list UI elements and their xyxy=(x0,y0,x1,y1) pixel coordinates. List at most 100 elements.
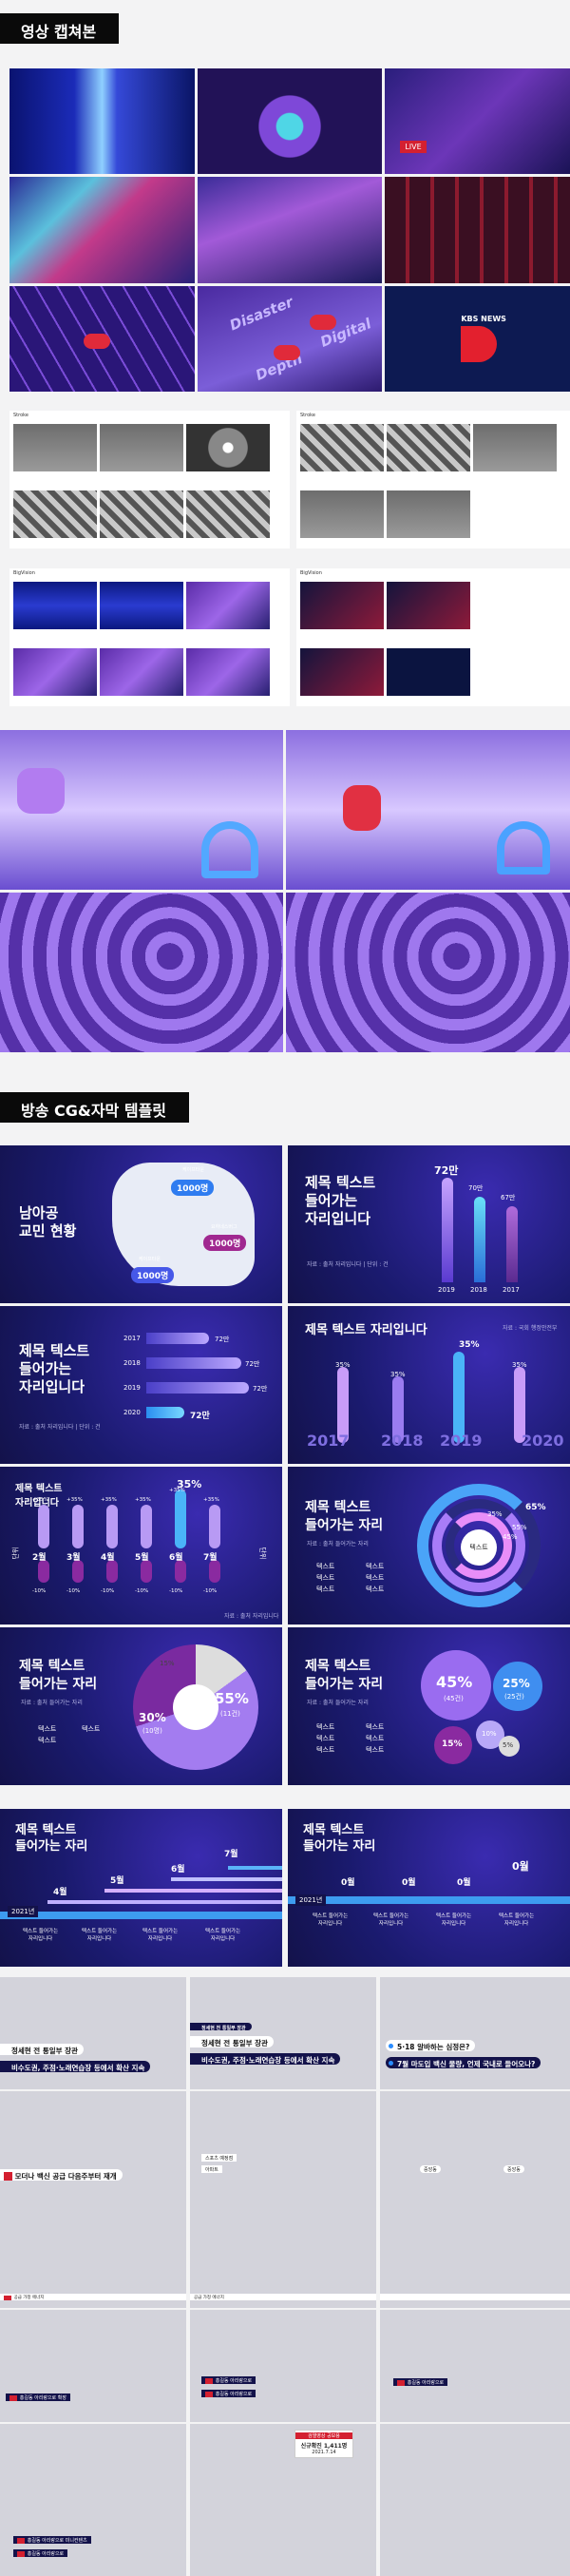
timeline-month: 7월 xyxy=(224,1850,238,1859)
storyboard-frame xyxy=(300,490,384,538)
bar xyxy=(442,1178,453,1282)
radial-pct: 65% xyxy=(525,1503,546,1512)
storyboard-frame xyxy=(100,648,183,696)
subtitle-frame: 공급 가정 에너지 xyxy=(0,2196,186,2308)
subtitle-frame: 검열영상 공보용 신규확진 1,411명 2021.7.14 xyxy=(190,2424,376,2576)
radial-ring xyxy=(432,1499,525,1592)
render-shape xyxy=(201,821,258,878)
subtitle-dot xyxy=(389,2044,393,2048)
map-bubble: 1000명 xyxy=(171,1180,215,1196)
legend-item: 텍스트 xyxy=(366,1746,385,1754)
updown-down-value: -10% xyxy=(32,1588,47,1594)
updown-down-value: -10% xyxy=(66,1588,81,1594)
storyboard-panel: BigVision xyxy=(296,568,570,706)
hbar-value: 72만 xyxy=(253,1385,268,1393)
pill-year: 2018 xyxy=(381,1432,424,1450)
record-mid: 신규확진 1,411명 xyxy=(300,2443,348,2450)
hbar-year: 2020 xyxy=(124,1409,141,1416)
capture-frame xyxy=(197,177,383,283)
timeline-note: 텍스트 들어가는 자리입니다 xyxy=(499,1913,535,1927)
bar-value: 72만 xyxy=(434,1164,459,1177)
word-disaster: Disaster xyxy=(226,293,295,335)
slide-source: 자료 : 출처 들어가는 자리 xyxy=(307,1700,369,1706)
timeline-note: 텍스트 들어가는 자리입니다 xyxy=(23,1929,59,1942)
timeline-year: 2021년 xyxy=(295,1894,327,1906)
pill-bar xyxy=(453,1352,465,1443)
red-block xyxy=(309,314,336,330)
timeline-month: 0월 xyxy=(457,1878,471,1888)
radial-pct: 55% xyxy=(512,1524,527,1531)
subtitle-bar: 정세현 전 통일부 장관 xyxy=(190,2036,274,2047)
cg-slide-timeline: 제목 텍스트 들어가는 자리 2021년 4월 5월 6월 7월 텍스트 들어가… xyxy=(0,1809,282,1967)
updown-down-value: -10% xyxy=(101,1588,115,1594)
pie-pct: 15% xyxy=(160,1660,175,1667)
section-title-cg: 방송 CG&자막 템플릿 xyxy=(0,1092,190,1123)
bubble-count: (25건) xyxy=(504,1693,524,1701)
pill-bar xyxy=(514,1367,525,1443)
storyboard-panel: Stroke xyxy=(10,411,290,548)
storyboard-frame xyxy=(300,648,384,696)
storyboard-frame xyxy=(387,490,470,538)
timeline-month: 6월 xyxy=(171,1865,185,1874)
slide-source: 자료 : 출처 들어가는 자리 xyxy=(307,1541,369,1548)
slide-title: 제목 텍스트 들어가는 자리 xyxy=(305,1500,384,1533)
name-tag: 아파트 xyxy=(201,2165,222,2173)
storyboard-frame xyxy=(100,424,183,471)
down-bar xyxy=(209,1560,220,1583)
subtitle-frame: 5·18 알바하는 심정은? 7월 마도입 백신 물량, 언제 국내로 들어오나… xyxy=(380,1977,570,2089)
slide-source: 자료 : 출처 자리입니다 | 단위 : 건 xyxy=(19,1424,101,1431)
bar-value: 67만 xyxy=(501,1194,516,1201)
ticker-bar: 공급 가정 에너지 xyxy=(0,2294,186,2300)
slide-title: 제목 텍스트 자리입니다 xyxy=(15,1484,63,1509)
subtitle-frame: 정세현 전 통일부 장관 비수도권, 주점·노래연습장 등에서 확산 지속 xyxy=(0,1977,186,2089)
name-tag: 스포츠 예정점 xyxy=(201,2154,238,2162)
subtitle-frame: 중앙동 중앙동 xyxy=(380,2091,570,2203)
subtitle-bar: 5·18 알바하는 심정은? xyxy=(386,2040,476,2051)
storyboard-label: BigVision xyxy=(13,570,35,576)
kbs-news-text: KBS NEWS xyxy=(461,314,506,323)
capture-frame xyxy=(10,285,195,392)
slide-title: 제목 텍스트 들어가는 자리 xyxy=(305,1659,384,1692)
radial-pct: 45% xyxy=(503,1533,518,1541)
storyboard-frame xyxy=(13,424,97,471)
storyboard-panel: BigVision xyxy=(10,568,290,706)
subtitle-frame: 홍길동 아리랑으로 홍길동 아리랑으로 xyxy=(190,2310,376,2422)
bubble-pct: 25% xyxy=(503,1677,530,1690)
bar-value: 70만 xyxy=(468,1184,484,1192)
name-tag-red xyxy=(397,2380,405,2386)
bubble-pct: 10% xyxy=(482,1730,497,1738)
pie-hole xyxy=(173,1684,218,1730)
timeline-bar xyxy=(48,1900,282,1904)
capture-frame: LIVE xyxy=(385,68,570,175)
bubble-pct: 5% xyxy=(503,1741,514,1749)
name-tag-red xyxy=(17,2538,25,2544)
hbar-year: 2019 xyxy=(124,1384,141,1392)
up-bar xyxy=(209,1505,220,1548)
legend-item: 텍스트 xyxy=(366,1735,385,1742)
storyboard-frame xyxy=(13,582,97,629)
up-bar xyxy=(175,1490,186,1548)
subtitle-frame: 홍길동 아리랑으로 확장 xyxy=(0,2310,186,2422)
name-tag: 중앙동 xyxy=(504,2165,524,2173)
slide-title: 제목 텍스트 들어가는 자리 xyxy=(15,1823,88,1854)
legend-item: 텍스트 xyxy=(316,1735,335,1742)
radial-center: 텍스트 xyxy=(461,1529,497,1566)
axis-right: 단위 xyxy=(258,1547,267,1560)
live-badge: LIVE xyxy=(400,141,427,154)
pill-year: 2017 xyxy=(307,1432,350,1450)
subtitle-bar: 정세현 전 통일부 장관 xyxy=(190,2023,252,2031)
storyboard-frame xyxy=(100,582,183,629)
hbar xyxy=(146,1357,241,1369)
bubble xyxy=(499,1736,520,1757)
down-bar xyxy=(175,1560,186,1583)
subtitle-bar: 모더나 백신 공급 다음주부터 재개 xyxy=(0,2169,123,2181)
legend-item: 텍스트 xyxy=(316,1563,335,1570)
legend-item: 텍스트 xyxy=(38,1737,57,1744)
red-block xyxy=(273,344,300,360)
record-box: 검열영상 공보용 신규확진 1,411명 2021.7.14 xyxy=(294,2430,353,2458)
pill-pct: 35% xyxy=(335,1361,351,1369)
legend-item: 텍스트 xyxy=(366,1563,385,1570)
storyboard-label: Stroke xyxy=(300,413,315,418)
timeline-bar xyxy=(171,1877,282,1881)
name-tag-red xyxy=(17,2551,25,2557)
